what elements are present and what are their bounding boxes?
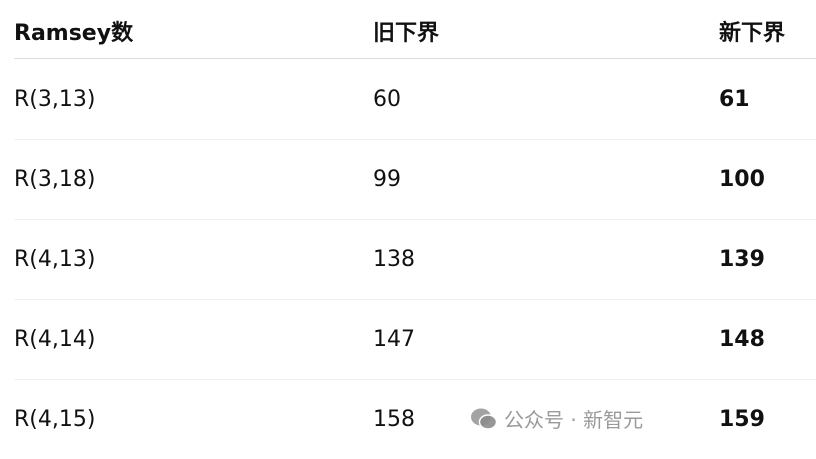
new-bound-cell: 61 (719, 86, 750, 112)
wechat-icon (471, 408, 498, 430)
old-bound-cell: 138 (373, 246, 415, 272)
old-bound-cell: 99 (373, 166, 401, 192)
new-bound-cell: 159 (719, 406, 765, 432)
ramsey-number-cell: R(4,15) (14, 406, 96, 432)
table-row: R(3,13) 60 61 (14, 59, 816, 140)
table-row: R(3,18) 99 100 (14, 139, 816, 220)
table-row: R(4,13) 138 139 (14, 219, 816, 300)
old-bound-cell: 60 (373, 86, 401, 112)
table-header: Ramsey数 旧下界 新下界 (14, 0, 816, 59)
old-bound-cell: 158 (373, 406, 415, 432)
new-bound-cell: 139 (719, 246, 765, 272)
watermark-text: 公众号 · 新智元 (504, 408, 644, 432)
header-new-bound: 新下界 (719, 21, 786, 46)
ramsey-number-cell: R(4,13) (14, 246, 96, 272)
table-row: R(4,14) 147 148 (14, 299, 816, 380)
new-bound-cell: 148 (719, 326, 765, 352)
header-old-bound: 旧下界 (373, 21, 440, 46)
new-bound-cell: 100 (719, 166, 765, 192)
header-ramsey: Ramsey数 (14, 21, 134, 46)
table-row: R(4,15) 158 159 (14, 379, 816, 459)
watermark: 公众号 · 新智元 (470, 404, 643, 433)
ramsey-number-cell: R(3,18) (14, 166, 96, 192)
ramsey-number-cell: R(4,14) (14, 326, 96, 352)
ramsey-number-cell: R(3,13) (14, 86, 96, 112)
old-bound-cell: 147 (373, 326, 415, 352)
